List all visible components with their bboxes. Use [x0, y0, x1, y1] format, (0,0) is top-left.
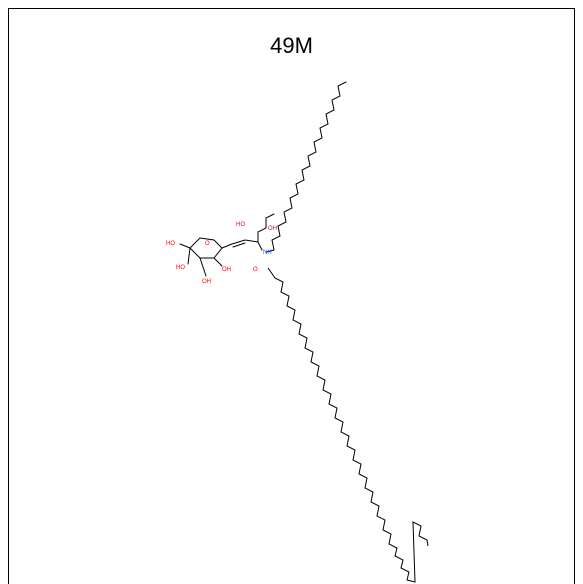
n-carbon-bond: [257, 241, 263, 251]
acyl-chain-visible: [267, 267, 429, 583]
c2-oh-bond: [213, 257, 223, 267]
vinyl-linker-bond: [231, 239, 259, 245]
c4-oh-bond: [187, 247, 191, 265]
nh-label: NH: [263, 250, 272, 256]
page-title: 49M: [270, 33, 313, 58]
anomeric-bond: [221, 243, 233, 249]
carbonyl-o-label: O: [253, 267, 258, 273]
acyl-chain-visible-bond: [267, 267, 429, 583]
c6-bond: [179, 243, 191, 249]
sphingoid-tail-bond: [265, 81, 347, 253]
c2-ring-hydroxyl-label: OH: [222, 267, 231, 273]
c4-ring-hydroxyl-label: HO: [176, 265, 185, 271]
c6-hydroxyl-label: HO: [166, 241, 175, 247]
diol-chain-bond: [257, 213, 275, 243]
vinyl-double-bond: [232, 242, 246, 248]
c3-hydroxyl-label: HO: [236, 222, 245, 228]
c4-hydroxyl-label: OH: [268, 226, 277, 232]
image-frame: 49M: [8, 8, 575, 584]
ring-o-label: O: [205, 241, 210, 247]
c3-ring-hydroxyl-label: OH: [202, 279, 211, 285]
c3-oh-bond: [199, 257, 207, 277]
bonds: [179, 81, 347, 277]
